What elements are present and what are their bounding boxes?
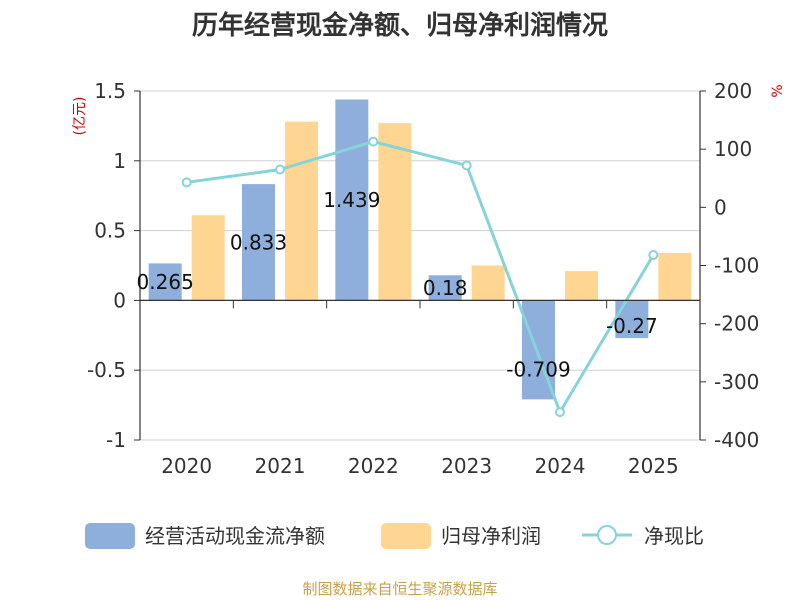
- right-tick-label: -100: [714, 254, 759, 278]
- x-tick-label: 2025: [628, 454, 679, 478]
- bar-cashflow: [242, 184, 275, 301]
- bar-netprofit: [565, 271, 598, 301]
- x-tick-label: 2024: [535, 454, 586, 478]
- bar-netprofit: [378, 123, 412, 301]
- right-tick-label: -200: [714, 312, 759, 336]
- bars: [148, 99, 692, 400]
- bar-netprofit: [285, 121, 318, 301]
- left-tick-label: 1.5: [94, 79, 126, 103]
- data-labels: 0.265 0.833 1.439 0.18 -0.709 -0.27: [137, 188, 658, 382]
- right-tick-label: -300: [714, 370, 759, 394]
- bar-netprofit: [658, 252, 692, 301]
- bar-data-label: -0.709: [506, 358, 570, 382]
- right-tick-label: -400: [714, 428, 759, 452]
- right-tick-label: 200: [714, 79, 752, 103]
- source-note: 制图数据来自恒生聚源数据库: [302, 580, 497, 598]
- bar-data-label: 0.833: [230, 230, 287, 254]
- legend: 经营活动现金流净额 归母净利润 净现比: [85, 523, 704, 549]
- line-point: [368, 136, 379, 147]
- bar-netprofit: [191, 215, 225, 301]
- line-point: [461, 160, 472, 171]
- right-axis-unit: %: [770, 84, 786, 97]
- legend-label: 经营活动现金流净额: [145, 524, 325, 548]
- bar-data-label: -0.27: [606, 314, 658, 338]
- left-axis-unit: (亿元): [72, 97, 88, 136]
- bar-cashflow: [335, 99, 369, 301]
- line-point: [648, 250, 659, 261]
- left-tick-label: 0.5: [94, 219, 126, 243]
- legend-label: 净现比: [644, 524, 704, 548]
- bar-data-label: 0.18: [423, 276, 468, 300]
- left-tick-label: 0: [113, 288, 126, 312]
- right-tick-label: 0: [714, 195, 727, 219]
- legend-swatch-marker: [597, 525, 617, 545]
- legend-swatch-bar: [381, 523, 431, 549]
- axes: -1 -0.5 0 0.5 1 1.5 -400 -300 -200 -100 0 100 200 202…: [72, 79, 786, 478]
- x-tick-label: 2022: [348, 454, 399, 478]
- right-tick-label: 100: [714, 137, 752, 161]
- line-point: [181, 177, 192, 188]
- line-netcash-ratio: [186, 140, 655, 416]
- x-tick-label: 2021: [255, 454, 306, 478]
- line-point: [555, 407, 565, 418]
- line-series: [181, 136, 659, 418]
- bar-data-label: 0.265: [137, 270, 194, 294]
- left-tick-label: 1: [113, 149, 126, 173]
- bar-cashflow: [148, 263, 182, 301]
- bar-cashflow: [428, 275, 462, 301]
- bar-data-label: 1.439: [323, 188, 380, 212]
- left-tick-label: -1: [106, 428, 126, 452]
- legend-swatch-bar: [85, 523, 135, 549]
- line-point: [275, 164, 285, 175]
- chart-title: 历年经营现金净额、归母净利润情况: [192, 10, 608, 41]
- legend-label: 归母净利润: [441, 524, 541, 548]
- bar-netprofit: [471, 265, 505, 301]
- bar-cashflow: [615, 300, 649, 339]
- x-tick-label: 2023: [441, 454, 492, 478]
- left-tick-label: -0.5: [87, 358, 126, 382]
- x-tick-label: 2020: [161, 454, 212, 478]
